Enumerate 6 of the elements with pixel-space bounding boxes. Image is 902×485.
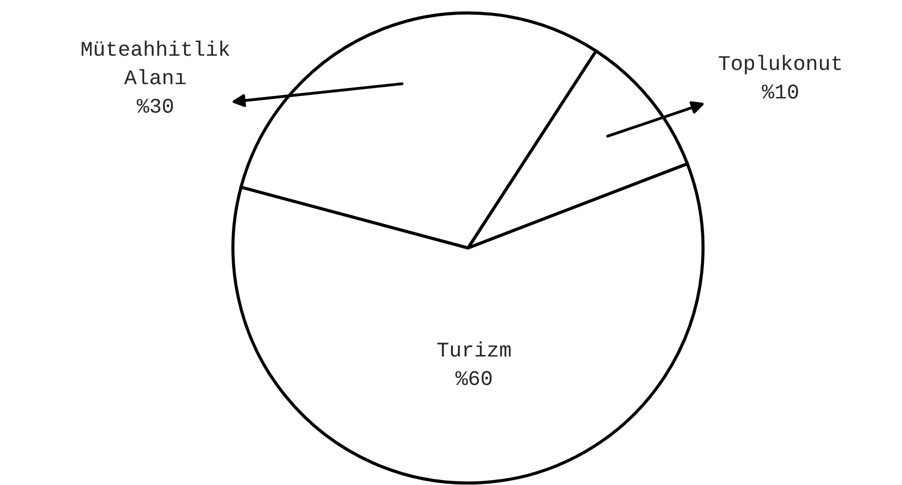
data-label: %30 xyxy=(136,98,173,113)
slice-label: Turizm xyxy=(437,341,511,357)
data-label: %10 xyxy=(762,84,798,99)
data-label: %60 xyxy=(455,371,492,386)
slice-label: Müteahhitlik Alanı xyxy=(82,40,230,84)
slice-label: Toplukonut xyxy=(718,54,841,74)
